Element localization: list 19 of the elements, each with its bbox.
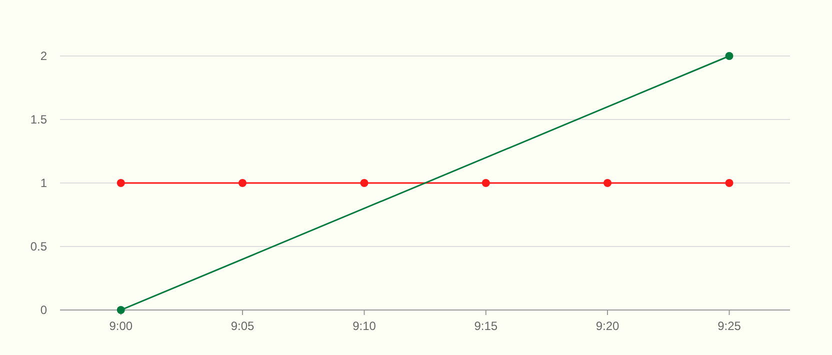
y-tick-label: 2 xyxy=(40,49,48,64)
point xyxy=(604,179,612,187)
y-tick-label: 1 xyxy=(40,176,48,190)
x-tick-label: 9:20 xyxy=(596,319,620,333)
y-tick-label: 0 xyxy=(40,303,48,318)
x-tick-label: 9:10 xyxy=(352,319,376,333)
x-tick-label: 9:15 xyxy=(474,319,498,333)
point xyxy=(116,306,125,314)
x-tick-label: 9:00 xyxy=(109,319,133,333)
y-tick-label: 1.5 xyxy=(30,112,48,127)
x-tick-label: 9:05 xyxy=(230,319,254,333)
point xyxy=(482,179,490,187)
x-tick-label: 9:25 xyxy=(718,319,742,333)
point xyxy=(116,179,125,187)
point xyxy=(725,179,734,187)
point xyxy=(360,179,368,187)
point xyxy=(238,179,246,187)
y-tick-label: 0.5 xyxy=(30,240,48,254)
point xyxy=(725,52,734,60)
